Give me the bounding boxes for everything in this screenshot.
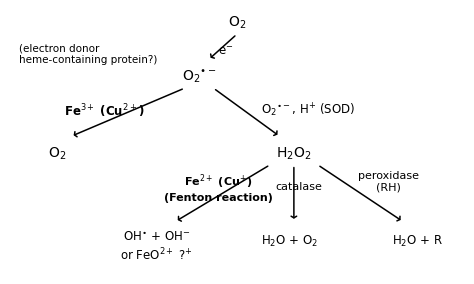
- Text: O$_2$$^{\bullet-}$, H$^{+}$ (SOD): O$_2$$^{\bullet-}$, H$^{+}$ (SOD): [261, 102, 355, 120]
- Text: H$_2$O + O$_2$: H$_2$O + O$_2$: [261, 234, 318, 249]
- Text: O$_2$$^{\bullet-}$: O$_2$$^{\bullet-}$: [182, 68, 217, 85]
- Text: (electron donor
heme-containing protein?): (electron donor heme-containing protein?…: [19, 43, 157, 65]
- Text: Fe$^{2+}$ (Cu$^{+}$)
(Fenton reaction): Fe$^{2+}$ (Cu$^{+}$) (Fenton reaction): [164, 172, 273, 202]
- Text: O$_2$: O$_2$: [228, 14, 246, 31]
- Text: OH$^{\bullet}$ + OH$^{-}$
or FeO$^{2+}$ ?$^{+}$: OH$^{\bullet}$ + OH$^{-}$ or FeO$^{2+}$ …: [120, 231, 193, 263]
- Text: catalase: catalase: [275, 182, 322, 193]
- Text: O$_2$: O$_2$: [48, 145, 66, 162]
- Text: Fe$^{3+}$ (Cu$^{2+}$): Fe$^{3+}$ (Cu$^{2+}$): [64, 102, 145, 120]
- Text: peroxidase
(RH): peroxidase (RH): [358, 171, 419, 193]
- Text: H$_2$O$_2$: H$_2$O$_2$: [276, 145, 311, 162]
- Text: e$^{-}$: e$^{-}$: [218, 45, 233, 58]
- Text: H$_2$O + R: H$_2$O + R: [392, 234, 443, 249]
